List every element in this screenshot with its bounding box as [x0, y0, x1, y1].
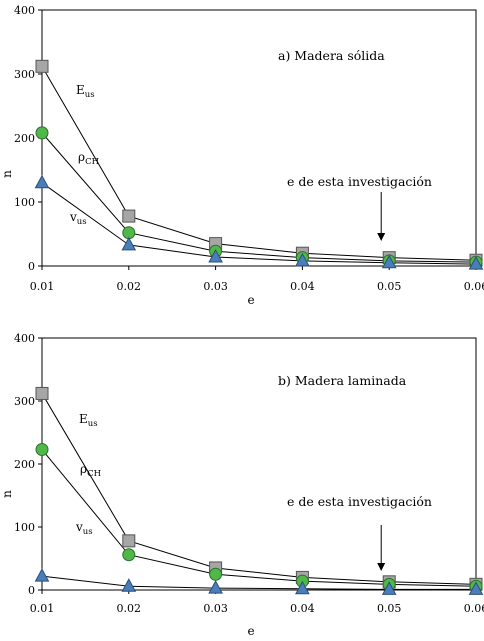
series-line-circle — [41, 449, 477, 587]
data-point-circle — [209, 567, 223, 581]
series-line-triangle — [41, 575, 476, 590]
annotation-arrowhead — [377, 233, 386, 241]
x-axis-label: e — [247, 624, 254, 638]
x-axis-label: e — [247, 293, 254, 307]
series-line-triangle — [41, 182, 477, 265]
annotation-text: e de esta investigación — [287, 494, 432, 509]
data-point-triangle — [34, 174, 50, 189]
data-point-square — [35, 386, 49, 400]
data-point-square — [122, 209, 136, 223]
data-point-triangle — [468, 256, 484, 270]
y-tick-label: 100 — [14, 521, 35, 534]
chart-title: b) Madera laminada — [278, 373, 407, 388]
series-label-circle: ρCH — [80, 462, 101, 479]
data-point-circle — [35, 126, 49, 140]
x-tick-label: 0.06 — [464, 602, 484, 615]
x-tick-label: 0.04 — [290, 280, 315, 293]
data-point-triangle — [381, 581, 397, 595]
chart-title: a) Madera sólida — [278, 48, 385, 63]
x-tick-label: 0.01 — [30, 280, 55, 293]
y-tick-label: 200 — [14, 458, 35, 471]
x-tick-label: 0.04 — [290, 602, 315, 615]
data-point-circle — [35, 443, 49, 457]
chart-panel-a: 0 100 200 300 400 0.01 0.02 0.03 0.04 0.05 0.06 e n a… — [0, 4, 484, 307]
y-axis-label: n — [0, 170, 14, 178]
data-point-triangle — [208, 580, 223, 594]
data-point-triangle — [381, 254, 397, 269]
y-tick-label: 400 — [14, 4, 35, 17]
series-line-circle — [41, 132, 477, 263]
annotation-text: e de esta investigación — [287, 174, 432, 189]
chart-panel-b: 0 100 200 300 400 0.01 0.02 0.03 0.04 0.05 0.06 e n b… — [0, 332, 484, 638]
y-tick-label: 400 — [14, 332, 35, 345]
data-point-square — [122, 534, 136, 548]
series-line-square — [41, 393, 477, 585]
y-tick-label: 100 — [14, 196, 35, 209]
series-label-square: Eus — [76, 83, 95, 100]
y-tick-label: 300 — [14, 68, 35, 81]
x-tick-label: 0.01 — [30, 602, 55, 615]
data-point-triangle — [34, 568, 50, 582]
data-point-triangle — [468, 581, 484, 595]
y-tick-label: 0 — [28, 260, 35, 273]
y-tick-label: 300 — [14, 395, 35, 408]
plot-frame — [41, 337, 477, 591]
annotation-arrowhead — [377, 563, 386, 571]
data-point-triangle — [208, 248, 223, 263]
x-tick-label: 0.03 — [203, 280, 228, 293]
series-line-square — [41, 66, 477, 261]
series-label-circle: ρCH — [78, 150, 99, 167]
x-tick-label: 0.05 — [377, 602, 402, 615]
data-point-circle — [122, 548, 136, 562]
data-point-square — [35, 59, 49, 73]
x-tick-label: 0.03 — [203, 602, 228, 615]
data-point-triangle — [295, 252, 310, 267]
x-tick-label: 0.02 — [117, 602, 142, 615]
data-point-triangle — [295, 580, 310, 595]
series-label-triangle: vus — [75, 520, 93, 537]
y-tick-label: 200 — [14, 132, 35, 145]
plot-frame — [41, 9, 477, 267]
series-label-square: Eus — [79, 412, 98, 429]
x-tick-label: 0.05 — [377, 280, 402, 293]
y-tick-label: 0 — [28, 584, 35, 597]
data-point-triangle — [121, 236, 137, 251]
y-axis-label: n — [0, 490, 14, 498]
x-tick-label: 0.06 — [464, 280, 484, 293]
x-tick-label: 0.02 — [117, 280, 142, 293]
data-point-triangle — [121, 578, 137, 592]
series-label-triangle: vus — [69, 210, 87, 227]
